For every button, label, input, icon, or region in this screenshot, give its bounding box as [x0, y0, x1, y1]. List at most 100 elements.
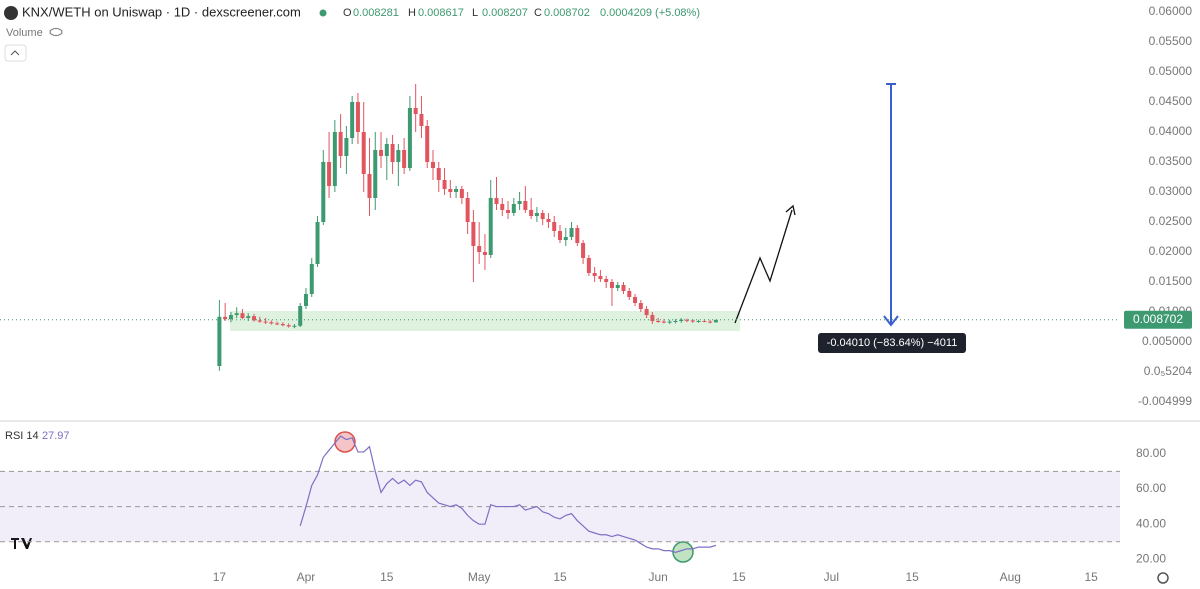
volume-label: Volume	[6, 27, 43, 39]
candle-body	[500, 204, 505, 210]
ohlc-value: 0.008702	[544, 7, 590, 19]
candle-body	[627, 291, 632, 297]
candle-body	[581, 243, 586, 258]
y-tick-label: 0.04500	[1149, 94, 1193, 108]
settings-icon[interactable]	[1157, 572, 1169, 584]
candle-body	[552, 222, 557, 231]
tv-logo-mark	[11, 538, 32, 549]
candle-body	[407, 108, 412, 168]
candle-body	[436, 168, 441, 180]
rsi-label: RSI 14	[5, 430, 39, 442]
candle-body	[523, 201, 528, 210]
y-tick-label: 0.04000	[1149, 124, 1193, 138]
candle-body	[234, 313, 239, 315]
candle-body	[690, 320, 695, 322]
x-tick-label: 15	[380, 570, 394, 584]
candle-body	[696, 321, 701, 322]
rsi-tick-label: 40.00	[1136, 516, 1166, 530]
candle-body	[592, 273, 597, 276]
candle-body	[321, 162, 326, 222]
candle-body	[344, 138, 349, 156]
candle-body	[494, 198, 499, 204]
candle-body	[367, 174, 372, 198]
candle-body	[228, 315, 233, 320]
candle-body	[448, 189, 453, 192]
candle-body	[609, 282, 614, 288]
candle-body	[338, 132, 343, 156]
candle-body	[569, 228, 574, 237]
candle-body	[679, 319, 684, 321]
candle-body	[546, 219, 551, 222]
y-tick-label: 0.03000	[1149, 184, 1193, 198]
y-tick-label: 0.0₅5204	[1144, 364, 1193, 378]
ohlc-value: 0.008207	[482, 7, 528, 19]
candle-body	[604, 279, 609, 282]
candle-body	[315, 222, 320, 264]
candle-body	[384, 144, 389, 156]
candle-body	[240, 313, 245, 318]
candle-body	[465, 198, 470, 222]
eye-icon[interactable]	[49, 28, 63, 36]
measure-label: -0.04010 (−83.64%) −4011	[827, 337, 958, 349]
y-tick-label: 0.005000	[1142, 334, 1192, 348]
candle-body	[644, 309, 649, 315]
candle-body	[598, 276, 603, 279]
collapse-button[interactable]	[4, 44, 27, 62]
rsi-line	[299, 435, 717, 554]
y-tick-label: 0.02000	[1149, 244, 1193, 258]
ohlc-value: 0.008281	[353, 7, 399, 19]
rsi-tick-label: 20.00	[1136, 552, 1166, 566]
candle-body	[708, 321, 713, 323]
candle-body	[252, 316, 257, 321]
measure-box	[818, 333, 966, 353]
candle-body	[563, 237, 568, 240]
candle-body	[621, 285, 626, 291]
x-tick-label: Aug	[1000, 570, 1021, 584]
candle-body	[615, 285, 620, 288]
x-tick-label: May	[468, 570, 491, 584]
candle-body	[257, 320, 262, 322]
x-tick-label: Apr	[297, 570, 316, 584]
x-tick-label: 15	[553, 570, 567, 584]
candle-body	[511, 204, 516, 213]
candle-body	[702, 321, 707, 322]
candle-body	[373, 150, 378, 198]
candle-body	[517, 201, 522, 204]
candle-body	[685, 319, 690, 321]
candle-body	[506, 210, 511, 213]
candle-body	[442, 180, 447, 189]
candle-body	[540, 213, 545, 219]
y-tick-label: 0.01500	[1149, 274, 1193, 288]
candle-body	[558, 231, 562, 240]
ohlc-key: L	[472, 7, 478, 19]
status-dot	[319, 9, 327, 17]
candle-body	[402, 150, 407, 168]
candle-body	[477, 246, 482, 252]
measure-head	[883, 315, 899, 327]
rsi-value: 27.97	[42, 430, 70, 442]
overbought-marker	[334, 431, 356, 453]
candle-body	[217, 316, 222, 366]
candle-body	[650, 315, 655, 321]
x-tick-label: 17	[213, 570, 227, 584]
y-tick-label: -0.004999	[1138, 394, 1192, 408]
candle-body	[419, 114, 424, 126]
x-tick-label: 15	[1084, 570, 1098, 584]
change-label: 0.0004209 (+5.08%)	[600, 7, 700, 19]
candle-body	[430, 162, 435, 168]
candle-body	[425, 126, 430, 162]
ohlc-value: 0.008617	[418, 7, 464, 19]
candle-body	[454, 189, 459, 192]
candle-body	[390, 144, 395, 162]
token-icon	[4, 6, 18, 20]
projection-arrow	[734, 209, 793, 324]
candle-body	[263, 321, 268, 323]
y-tick-label: 0.05500	[1149, 34, 1193, 48]
ohlc-key: H	[408, 7, 416, 19]
ohlc-key: C	[534, 7, 542, 19]
candle-body	[303, 294, 308, 306]
candle-body	[350, 102, 355, 138]
